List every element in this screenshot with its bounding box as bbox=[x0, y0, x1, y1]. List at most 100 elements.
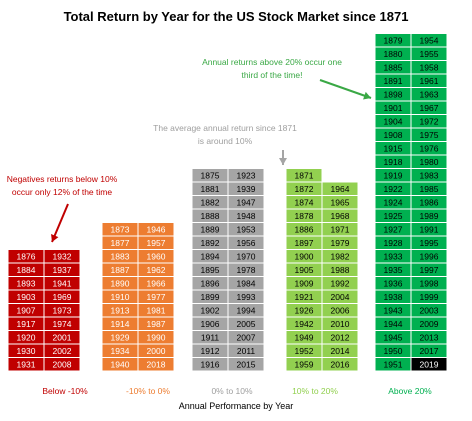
year-label: 1890 bbox=[111, 278, 130, 288]
year-label: 2013 bbox=[420, 332, 439, 342]
year-label: 1901 bbox=[384, 103, 403, 113]
category-label-neg10-to-0: -10% to 0% bbox=[126, 386, 170, 396]
year-label: 1987 bbox=[147, 319, 166, 329]
year-label: 1947 bbox=[237, 197, 256, 207]
year-label: 1933 bbox=[384, 251, 403, 261]
year-label: 1980 bbox=[420, 157, 439, 167]
year-label: 1906 bbox=[201, 319, 220, 329]
year-label: 1939 bbox=[237, 184, 256, 194]
year-label: 1994 bbox=[237, 305, 256, 315]
year-label: 1921 bbox=[295, 292, 314, 302]
year-label: 1970 bbox=[237, 251, 256, 261]
year-label: 1930 bbox=[17, 346, 36, 356]
annotation-arrowhead bbox=[51, 233, 59, 242]
year-cell bbox=[321, 357, 359, 372]
year-label: 1927 bbox=[384, 224, 403, 234]
year-label: 1920 bbox=[17, 332, 36, 342]
year-label: 1981 bbox=[147, 305, 166, 315]
year-label: 1952 bbox=[295, 346, 314, 356]
year-label: 1876 bbox=[17, 251, 36, 261]
year-label: 1924 bbox=[384, 197, 403, 207]
year-label: 1978 bbox=[237, 265, 256, 275]
year-label: 2007 bbox=[237, 332, 256, 342]
year-label: 1998 bbox=[420, 278, 439, 288]
year-label: 2017 bbox=[420, 346, 439, 356]
year-label: 2014 bbox=[331, 346, 350, 356]
year-label: 1934 bbox=[111, 346, 130, 356]
category-label-below-neg10: Below -10% bbox=[42, 386, 88, 396]
year-label: 2012 bbox=[331, 332, 350, 342]
year-label: 1985 bbox=[420, 184, 439, 194]
year-label: 1898 bbox=[384, 89, 403, 99]
year-label: 1971 bbox=[331, 224, 350, 234]
year-label: 1975 bbox=[420, 130, 439, 140]
year-label: 1896 bbox=[201, 278, 220, 288]
year-label: 1908 bbox=[384, 130, 403, 140]
year-label: 2015 bbox=[237, 359, 256, 369]
year-label: 2019 bbox=[420, 359, 439, 369]
year-label: 1873 bbox=[111, 224, 130, 234]
year-label: 1976 bbox=[420, 143, 439, 153]
year-label: 2004 bbox=[331, 292, 350, 302]
year-label: 1903 bbox=[17, 292, 36, 302]
annotation-above-20: Annual returns above 20% occur one third… bbox=[202, 57, 342, 80]
year-label: 1923 bbox=[237, 170, 256, 180]
year-label: 1922 bbox=[384, 184, 403, 194]
year-label: 1931 bbox=[17, 359, 36, 369]
year-label: 1963 bbox=[420, 89, 439, 99]
year-label: 1932 bbox=[53, 251, 72, 261]
year-label: 1919 bbox=[384, 170, 403, 180]
year-label: 1989 bbox=[420, 211, 439, 221]
year-label: 2000 bbox=[147, 346, 166, 356]
year-cell bbox=[43, 357, 81, 372]
year-label: 1875 bbox=[201, 170, 220, 180]
year-label: 1968 bbox=[331, 211, 350, 221]
year-label: 1872 bbox=[295, 184, 314, 194]
year-label: 1904 bbox=[384, 116, 403, 126]
year-label: 1911 bbox=[201, 332, 220, 342]
year-cell bbox=[227, 357, 265, 372]
year-label: 1983 bbox=[420, 170, 439, 180]
year-label: 1881 bbox=[201, 184, 220, 194]
year-label: 1889 bbox=[201, 224, 220, 234]
year-label: 1926 bbox=[295, 305, 314, 315]
annotation-average-return: The average annual return since 1871 is … bbox=[153, 123, 297, 146]
year-label: 1950 bbox=[384, 346, 403, 356]
year-label: 1962 bbox=[147, 265, 166, 275]
year-label: 1941 bbox=[53, 278, 72, 288]
x-axis-label: Annual Performance by Year bbox=[178, 401, 294, 411]
year-label: 1991 bbox=[420, 224, 439, 234]
year-label: 2008 bbox=[53, 359, 72, 369]
year-cell bbox=[137, 357, 175, 372]
year-label: 2009 bbox=[420, 319, 439, 329]
year-label: 1955 bbox=[420, 49, 439, 59]
year-label: 1874 bbox=[295, 197, 314, 207]
annotation-negative-returns: Negatives returns below 10% occur only 1… bbox=[6, 174, 118, 197]
year-label: 1885 bbox=[384, 62, 403, 72]
year-label: 1995 bbox=[420, 238, 439, 248]
year-label: 1897 bbox=[295, 238, 314, 248]
year-label: 2011 bbox=[237, 346, 256, 356]
year-label: 1909 bbox=[295, 278, 314, 288]
year-label: 1936 bbox=[384, 278, 403, 288]
year-label: 1972 bbox=[420, 116, 439, 126]
year-label: 1925 bbox=[384, 211, 403, 221]
year-label: 2018 bbox=[147, 359, 166, 369]
year-label: 1938 bbox=[384, 292, 403, 302]
year-label: 1958 bbox=[420, 62, 439, 72]
year-label: 1879 bbox=[384, 35, 403, 45]
year-label: 1965 bbox=[331, 197, 350, 207]
year-label: 1886 bbox=[295, 224, 314, 234]
year-label: 1973 bbox=[53, 305, 72, 315]
year-label: 1894 bbox=[201, 251, 220, 261]
category-label-above-20: Above 20% bbox=[388, 386, 432, 396]
year-label: 1910 bbox=[111, 292, 130, 302]
year-label: 1937 bbox=[53, 265, 72, 275]
year-label: 1967 bbox=[420, 103, 439, 113]
year-label: 1990 bbox=[147, 332, 166, 342]
year-label: 1935 bbox=[384, 265, 403, 275]
year-label: 1954 bbox=[420, 35, 439, 45]
year-label: 1986 bbox=[420, 197, 439, 207]
year-label: 1893 bbox=[17, 278, 36, 288]
